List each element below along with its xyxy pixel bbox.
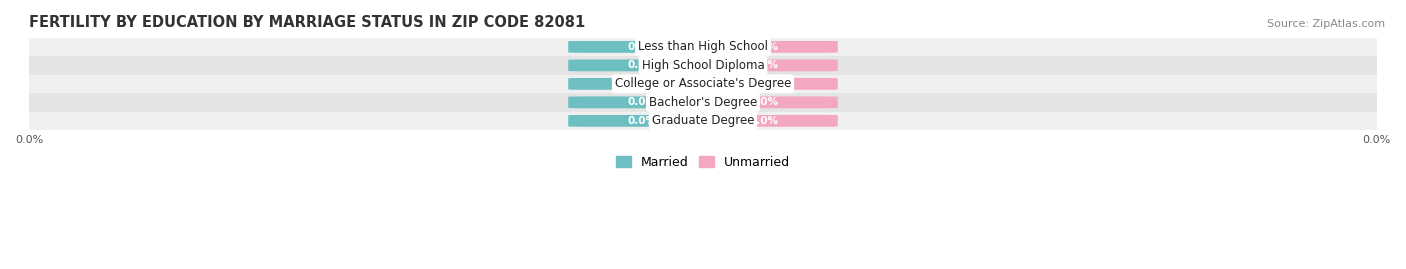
Text: 0.0%: 0.0% [628,60,657,70]
FancyBboxPatch shape [689,115,838,127]
FancyBboxPatch shape [689,78,838,90]
Text: 0.0%: 0.0% [749,116,778,126]
FancyBboxPatch shape [568,97,717,108]
Text: FERTILITY BY EDUCATION BY MARRIAGE STATUS IN ZIP CODE 82081: FERTILITY BY EDUCATION BY MARRIAGE STATU… [30,15,585,30]
Text: 0.0%: 0.0% [749,42,778,52]
Bar [30,38,1376,56]
Bar [30,112,1376,130]
Text: Bachelor's Degree: Bachelor's Degree [650,96,756,109]
Text: 0.0%: 0.0% [749,60,778,70]
FancyBboxPatch shape [568,115,717,127]
Bar [30,75,1376,93]
Bar [30,56,1376,75]
Text: 0.0%: 0.0% [628,97,657,107]
FancyBboxPatch shape [689,97,838,108]
Text: 0.0%: 0.0% [628,79,657,89]
Text: 0.0%: 0.0% [628,42,657,52]
Text: High School Diploma: High School Diploma [641,59,765,72]
Text: College or Associate's Degree: College or Associate's Degree [614,77,792,90]
FancyBboxPatch shape [689,41,838,53]
Bar [30,93,1376,112]
Text: Source: ZipAtlas.com: Source: ZipAtlas.com [1267,19,1385,29]
FancyBboxPatch shape [568,41,717,53]
FancyBboxPatch shape [568,78,717,90]
FancyBboxPatch shape [568,59,717,71]
Text: 0.0%: 0.0% [749,79,778,89]
Legend: Married, Unmarried: Married, Unmarried [612,151,794,174]
Text: 0.0%: 0.0% [749,97,778,107]
FancyBboxPatch shape [689,59,838,71]
Text: Less than High School: Less than High School [638,40,768,53]
Text: Graduate Degree: Graduate Degree [652,114,754,127]
Text: 0.0%: 0.0% [628,116,657,126]
